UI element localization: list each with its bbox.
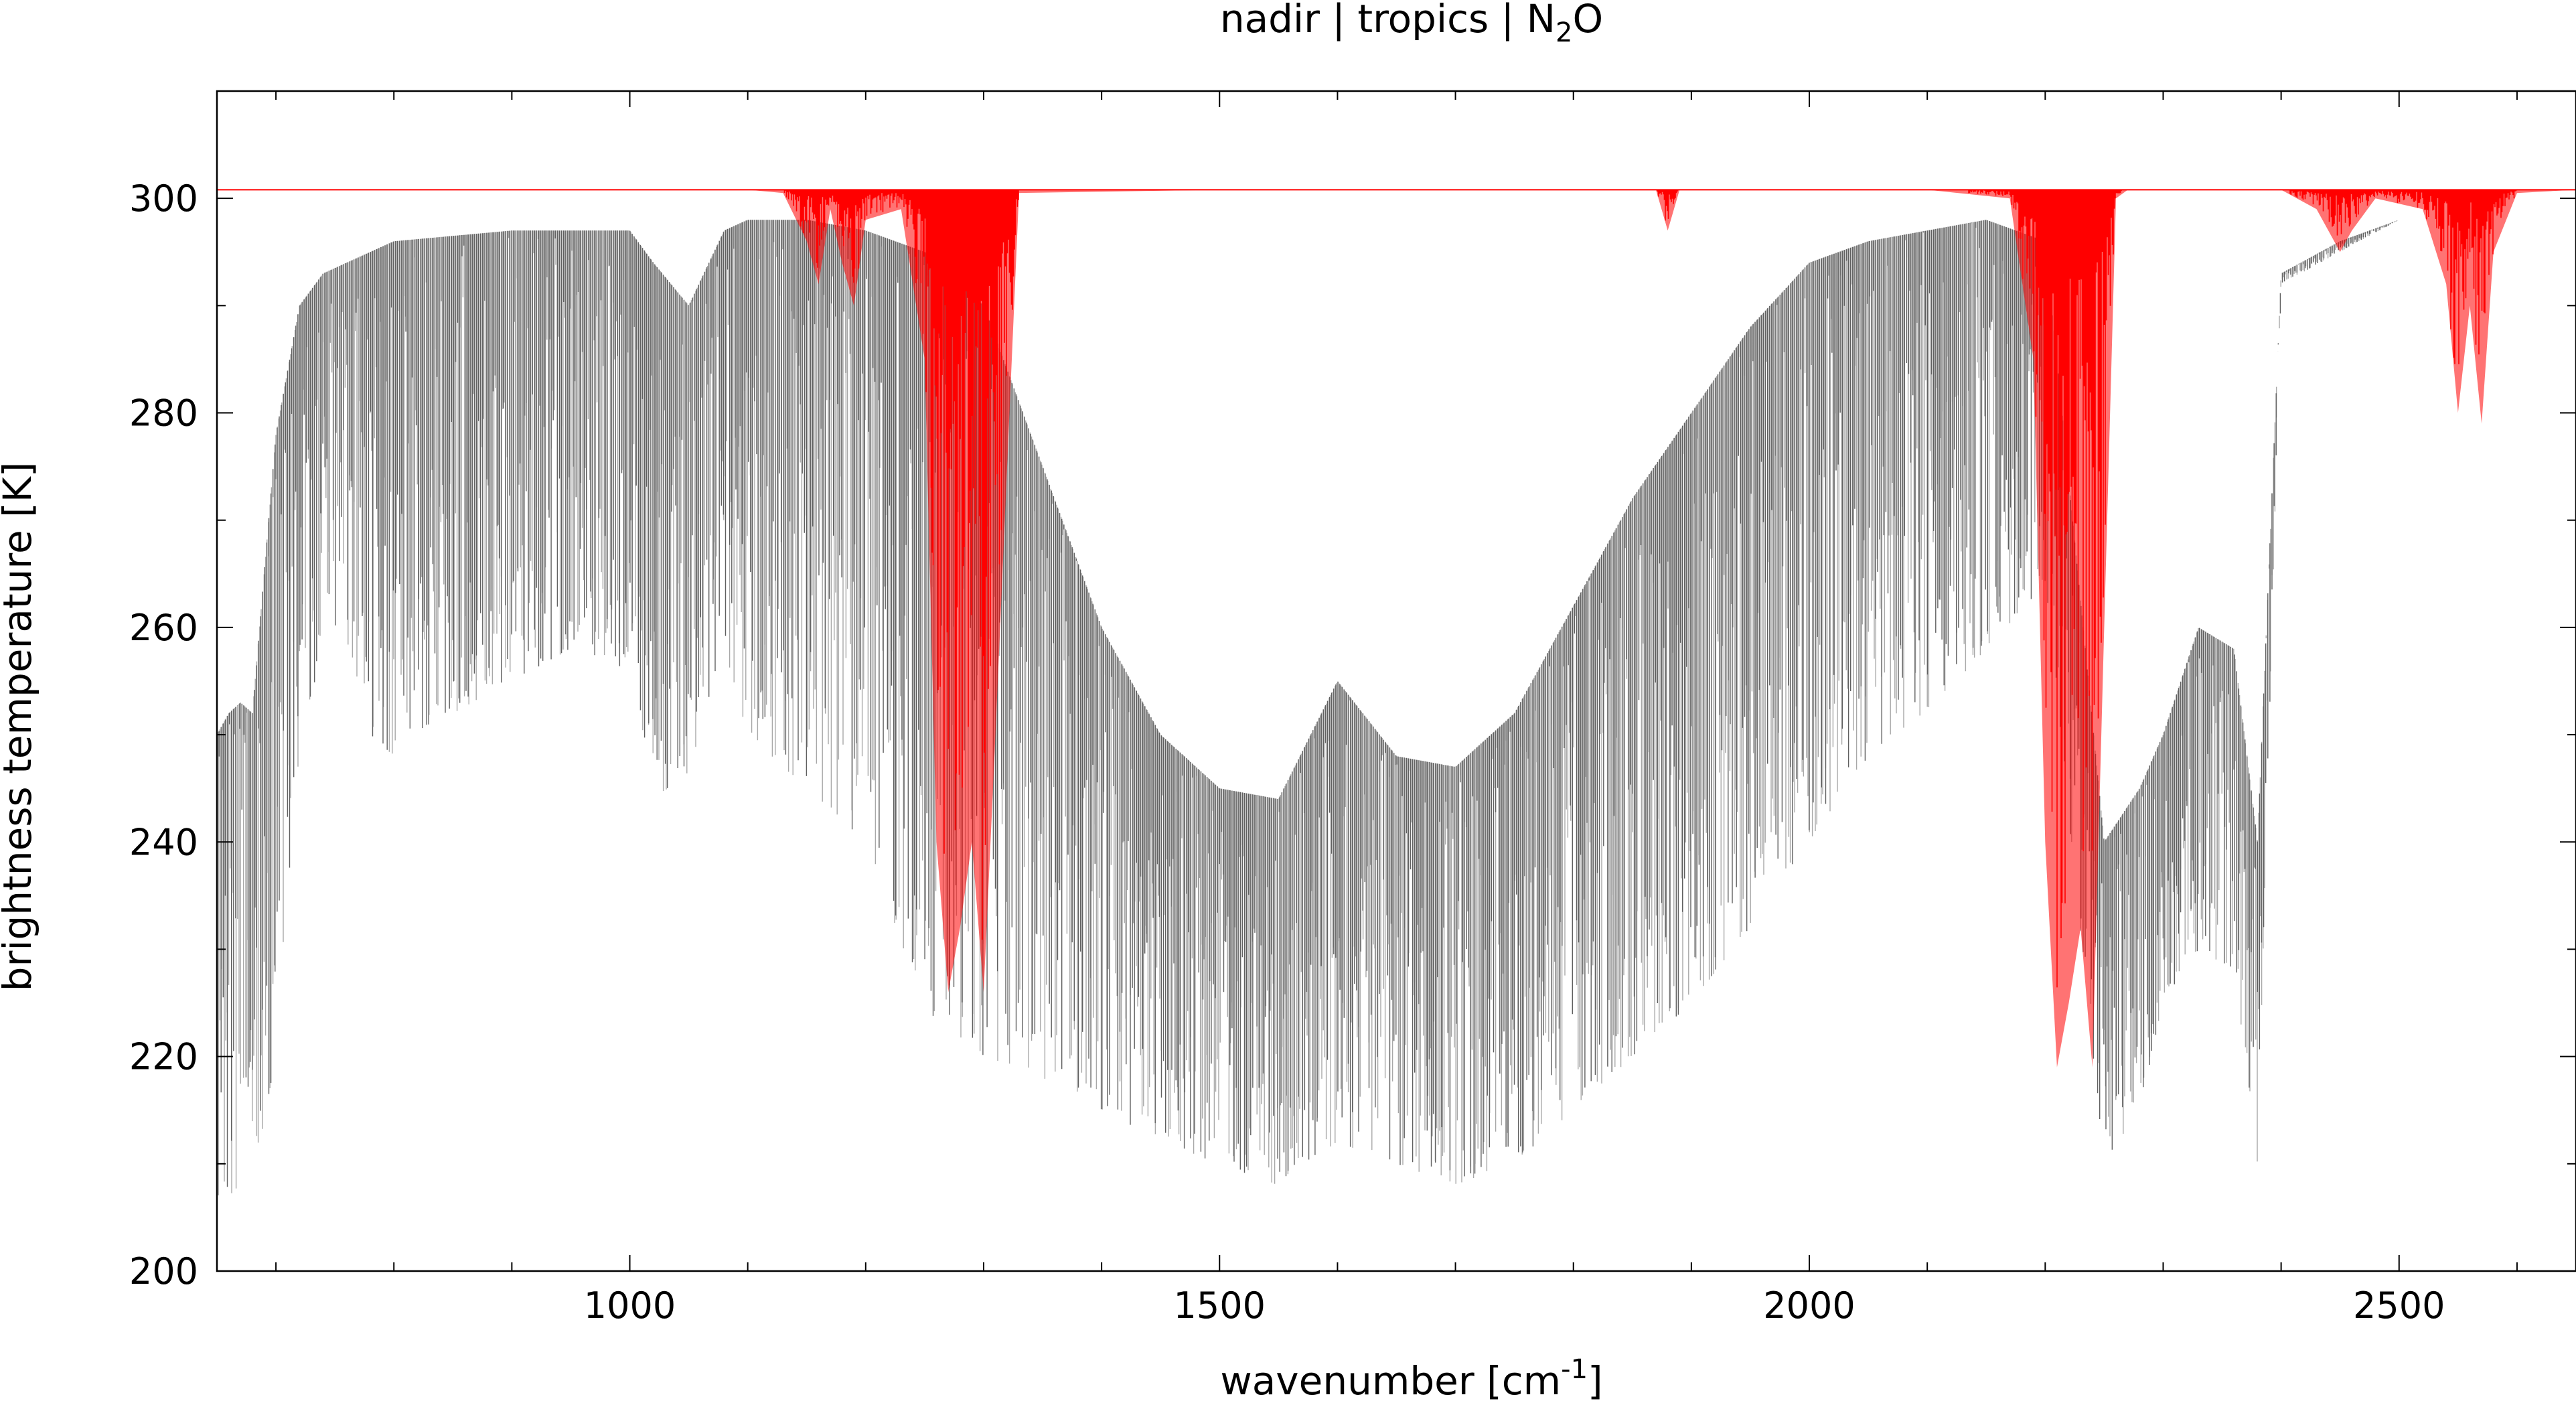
n2o-spectrum bbox=[217, 189, 2576, 1067]
x-axis-ticks: 1000 1500 2000 2500 bbox=[275, 91, 2518, 1327]
total-spectrum-light-path bbox=[217, 220, 2398, 1195]
total-spectrum-dark bbox=[217, 220, 2397, 1187]
x-tick-label: 2500 bbox=[2353, 1284, 2445, 1327]
y-tick-label: 240 bbox=[129, 821, 198, 863]
plot-frame bbox=[216, 90, 2576, 1272]
y-tick-label: 300 bbox=[129, 177, 198, 220]
x-tick-label: 1000 bbox=[584, 1284, 676, 1327]
chart-title: nadir | tropics | N2O bbox=[1220, 0, 1603, 48]
x-tick-label: 1500 bbox=[1174, 1284, 1266, 1327]
y-tick-label: 220 bbox=[129, 1036, 198, 1078]
y-axis-title: brightness temperature [K] bbox=[0, 462, 40, 992]
y-tick-label: 200 bbox=[129, 1250, 198, 1292]
x-axis-title: wavenumber [cm-1] bbox=[1220, 1354, 1602, 1404]
y-axis-ticks: 200 220 240 260 280 300 bbox=[129, 90, 2576, 1292]
plot-border bbox=[216, 90, 2576, 1272]
y-tick-label: 260 bbox=[129, 607, 198, 649]
spectra-layer bbox=[217, 189, 2576, 1195]
total-spectrum-dark-path bbox=[217, 220, 2397, 1187]
total-spectrum-light bbox=[217, 220, 2398, 1195]
x-tick-label: 2000 bbox=[1763, 1284, 1855, 1327]
y-tick-label: 280 bbox=[129, 392, 198, 435]
